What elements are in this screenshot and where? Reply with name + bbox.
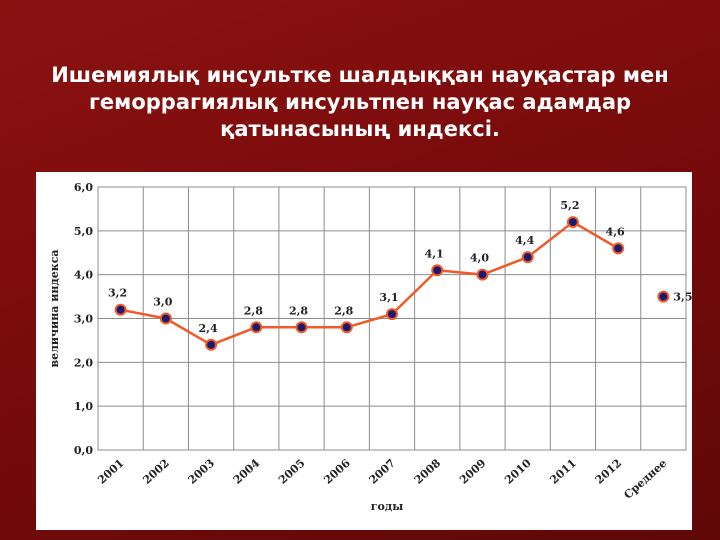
x-tick-label: 2010 xyxy=(502,456,534,486)
x-axis-title: годы xyxy=(371,500,403,513)
title-line-1: Ишемиялық инсультке шалдыққан науқастар … xyxy=(51,63,669,87)
data-point xyxy=(612,242,625,255)
y-tick-label: 5,0 xyxy=(74,225,93,238)
x-tick-label: 2008 xyxy=(412,456,444,486)
x-tick-label: Среднее xyxy=(621,457,669,502)
x-tick-label: 2012 xyxy=(593,457,624,487)
y-tick-label: 6,0 xyxy=(74,181,93,194)
data-label: 5,2 xyxy=(560,199,579,212)
x-tick-label: 2011 xyxy=(547,457,578,487)
data-label: 3,2 xyxy=(108,287,127,300)
data-label: 2,8 xyxy=(289,304,308,317)
y-tick-label: 2,0 xyxy=(74,356,93,369)
series-line xyxy=(120,220,619,347)
data-point xyxy=(431,264,444,277)
data-point xyxy=(205,338,218,351)
series-layer xyxy=(114,216,670,351)
data-point xyxy=(250,321,263,334)
data-label: 3,0 xyxy=(153,296,172,309)
data-label: 4,4 xyxy=(515,234,534,247)
data-point xyxy=(386,308,398,321)
x-tick-label: 2005 xyxy=(276,457,307,487)
y-tick-label: 4,0 xyxy=(74,269,93,282)
line-chart: 0,0 1,0 2,0 3,0 4,0 5,0 6,0 2001 2002 2003 2004 200… xyxy=(48,181,693,513)
data-point xyxy=(159,312,172,325)
slide-title: Ишемиялық инсультке шалдыққан науқастар … xyxy=(20,62,700,143)
data-point xyxy=(521,251,534,264)
y-tick-label: 3,0 xyxy=(74,313,93,326)
x-tick-label: 2006 xyxy=(321,456,353,486)
x-tick-label: 2003 xyxy=(186,457,217,487)
y-tick-label: 0,0 xyxy=(74,444,93,457)
x-tick-label: 2002 xyxy=(140,457,171,487)
x-tick-label: 2009 xyxy=(457,457,488,487)
title-line-2: геморрагиялық инсультпен науқас адамдар xyxy=(88,90,632,114)
data-point xyxy=(657,290,670,303)
x-tick-label: 2004 xyxy=(231,456,263,486)
x-tick-label: 2007 xyxy=(367,457,398,487)
data-point xyxy=(295,321,308,334)
label-layer: 3,2 3,0 2,4 2,8 2,8 2,8 3,1 4,1 4,0 4,4 5,2 4,6 3,5 xyxy=(108,199,692,335)
data-point xyxy=(114,303,127,316)
y-axis-title: величина индекса xyxy=(48,249,61,367)
data-point xyxy=(340,321,353,334)
data-label: 3,1 xyxy=(379,291,398,304)
data-label: 2,4 xyxy=(199,322,218,335)
title-line-3: қатынасының индексі. xyxy=(220,117,500,141)
x-tick-label: 2001 xyxy=(95,457,126,487)
data-label: 2,8 xyxy=(334,304,353,317)
y-tick-label: 1,0 xyxy=(74,400,93,413)
data-point xyxy=(566,216,579,229)
data-label: 4,1 xyxy=(425,247,444,260)
chart-panel: 0,0 1,0 2,0 3,0 4,0 5,0 6,0 2001 2002 2003 2004 200… xyxy=(36,172,693,530)
data-point xyxy=(476,268,489,281)
data-label: 4,0 xyxy=(470,252,489,265)
data-label: 2,8 xyxy=(244,304,263,317)
data-label: 4,6 xyxy=(606,225,625,238)
data-label: 3,5 xyxy=(673,291,692,304)
